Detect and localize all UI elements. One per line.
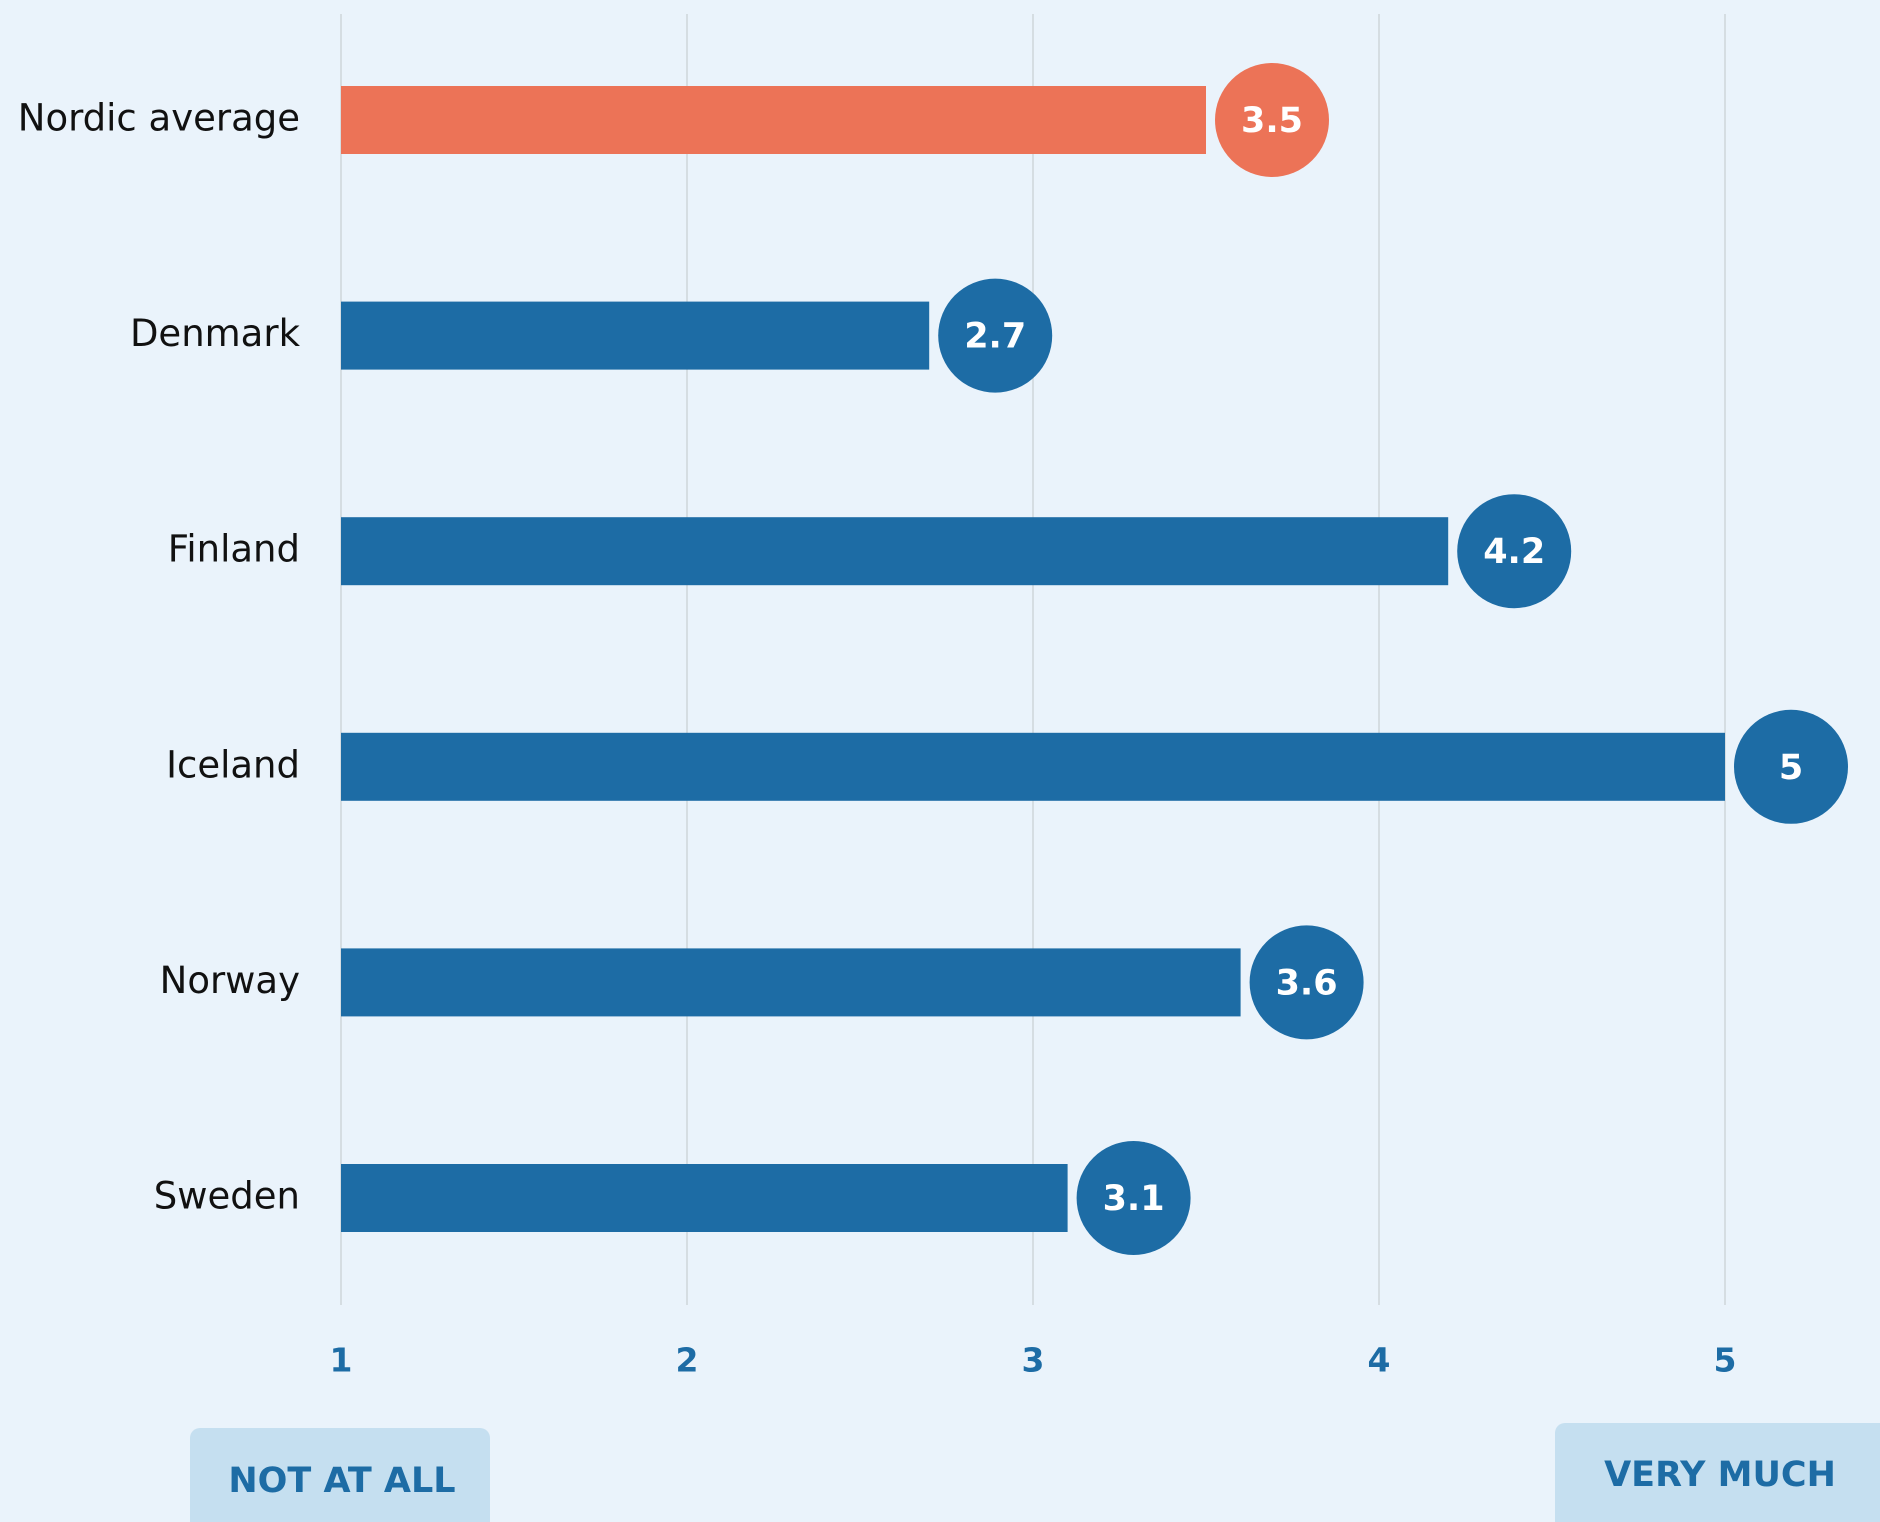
bar [341, 732, 1725, 801]
bar [341, 517, 1449, 586]
bar [341, 948, 1241, 1017]
value-label: 2.7 [964, 317, 1026, 357]
x-tick-label: 3 [1022, 1341, 1045, 1380]
value-badge [1249, 925, 1364, 1040]
scale-min-button [190, 1428, 490, 1522]
value-badge [1734, 709, 1848, 824]
scale-max-label: VERY MUCH [1604, 1455, 1836, 1495]
value-badge [938, 278, 1053, 393]
scale-max-button [1555, 1423, 1880, 1522]
category-label: Nordic average [18, 97, 300, 140]
category-label: Sweden [154, 1175, 300, 1218]
x-tick-label: 4 [1368, 1341, 1391, 1380]
value-badge [1457, 494, 1572, 609]
category-label: Denmark [130, 312, 301, 355]
category-label: Iceland [166, 743, 300, 786]
bar [341, 1164, 1068, 1232]
value-label: 5 [1779, 748, 1803, 788]
value-badge [1215, 63, 1329, 177]
bar [341, 301, 930, 370]
x-tick-label: 2 [676, 1341, 699, 1380]
value-label: 4.2 [1483, 532, 1545, 572]
category-label: Norway [160, 959, 300, 1002]
category-label: Finland [168, 528, 300, 571]
value-label: 3.5 [1241, 101, 1303, 141]
x-tick-label: 1 [330, 1341, 353, 1380]
value-label: 3.1 [1103, 1179, 1165, 1219]
value-label: 3.6 [1276, 963, 1338, 1003]
bar [341, 86, 1206, 154]
value-badge [1076, 1141, 1191, 1255]
x-tick-label: 5 [1714, 1341, 1737, 1380]
scale-min-label: NOT AT ALL [228, 1461, 455, 1501]
